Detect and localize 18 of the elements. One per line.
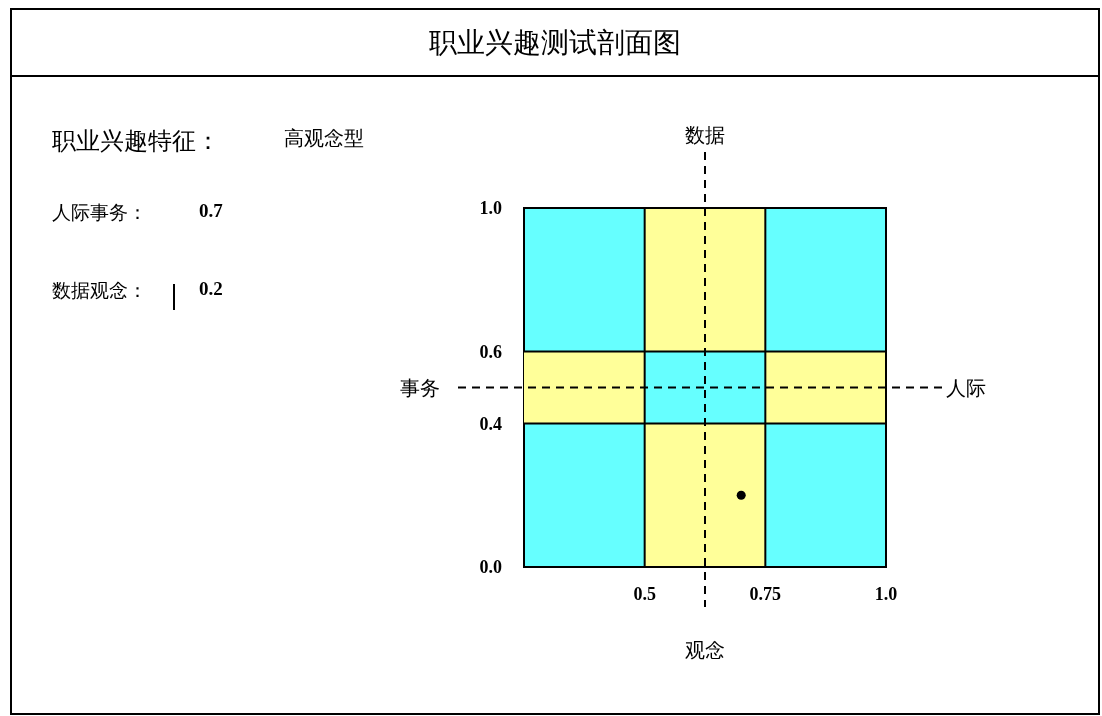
x-tick-label: 1.0 xyxy=(874,583,898,604)
ref-line-label: 数据 xyxy=(685,124,725,146)
x-tick-label: 0.5 xyxy=(633,583,656,604)
text: 高观念型 xyxy=(284,126,364,151)
chart-title: 职业兴趣测试剖面图 xyxy=(12,10,1098,77)
y-axis-title: 事务 xyxy=(400,376,440,399)
y-tick-label: 0.6 xyxy=(479,341,502,362)
y-tick-label: 0.0 xyxy=(479,557,502,578)
x-axis-title: 观念 xyxy=(685,639,725,661)
y-tick-label: 1.0 xyxy=(479,198,502,219)
text: 0.2 xyxy=(199,278,223,300)
ref-line-label: 人际 xyxy=(946,376,986,399)
x-tick-label: 0.75 xyxy=(749,583,782,604)
text: 0.7 xyxy=(199,200,223,222)
text: 数据观念： xyxy=(52,279,147,303)
text: 职业兴趣特征： xyxy=(52,127,220,156)
text: 人际事务： xyxy=(52,201,147,225)
y-tick-label: 0.4 xyxy=(479,413,502,434)
